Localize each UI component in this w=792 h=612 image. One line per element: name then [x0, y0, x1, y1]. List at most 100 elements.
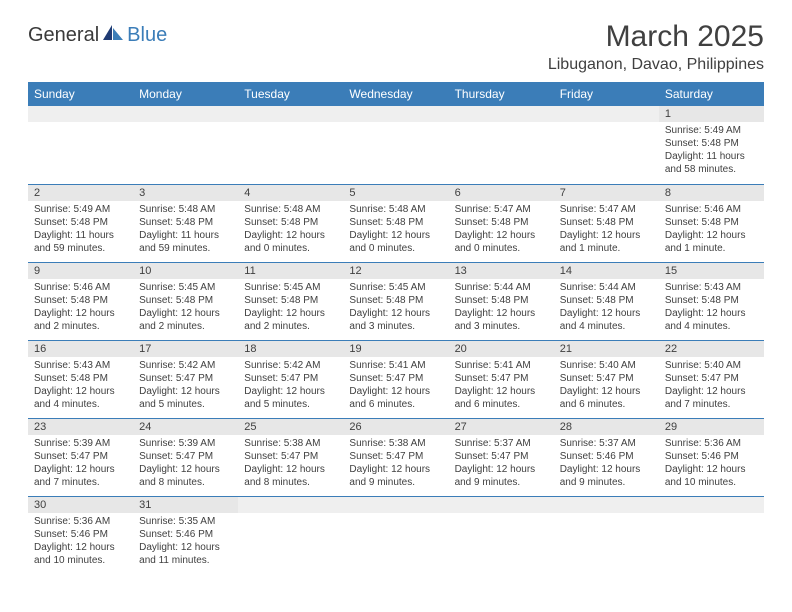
sunrise: Sunrise: 5:38 AM: [349, 437, 442, 450]
calendar-cell: 3Sunrise: 5:48 AMSunset: 5:48 PMDaylight…: [133, 184, 238, 262]
sunset: Sunset: 5:47 PM: [455, 372, 548, 385]
calendar-cell: 13Sunrise: 5:44 AMSunset: 5:48 PMDayligh…: [449, 262, 554, 340]
logo: General Blue: [28, 20, 167, 47]
day-number: 7: [554, 185, 659, 201]
calendar-cell: [659, 496, 764, 574]
daylight: Daylight: 12 hours and 1 minute.: [665, 229, 758, 255]
day-number: 2: [28, 185, 133, 201]
calendar-cell: 15Sunrise: 5:43 AMSunset: 5:48 PMDayligh…: [659, 262, 764, 340]
daylight: Daylight: 12 hours and 0 minutes.: [244, 229, 337, 255]
day-details: Sunrise: 5:43 AMSunset: 5:48 PMDaylight:…: [28, 357, 133, 413]
daylight: Daylight: 12 hours and 2 minutes.: [139, 307, 232, 333]
day-number: [449, 497, 554, 513]
day-number: 16: [28, 341, 133, 357]
daylight: Daylight: 12 hours and 6 minutes.: [455, 385, 548, 411]
daylight: Daylight: 12 hours and 5 minutes.: [139, 385, 232, 411]
logo-text-b: Blue: [127, 24, 167, 47]
sunrise: Sunrise: 5:36 AM: [665, 437, 758, 450]
calendar-cell: [238, 106, 343, 184]
day-details: Sunrise: 5:48 AMSunset: 5:48 PMDaylight:…: [343, 201, 448, 257]
calendar-cell: 27Sunrise: 5:37 AMSunset: 5:47 PMDayligh…: [449, 418, 554, 496]
sunrise: Sunrise: 5:39 AM: [34, 437, 127, 450]
daylight: Daylight: 12 hours and 7 minutes.: [665, 385, 758, 411]
sunset: Sunset: 5:46 PM: [139, 528, 232, 541]
calendar-table: SundayMondayTuesdayWednesdayThursdayFrid…: [28, 82, 764, 574]
calendar-week: 2Sunrise: 5:49 AMSunset: 5:48 PMDaylight…: [28, 184, 764, 262]
daylight: Daylight: 12 hours and 2 minutes.: [244, 307, 337, 333]
sunset: Sunset: 5:47 PM: [560, 372, 653, 385]
daylight: Daylight: 11 hours and 59 minutes.: [139, 229, 232, 255]
calendar-cell: 12Sunrise: 5:45 AMSunset: 5:48 PMDayligh…: [343, 262, 448, 340]
sunset: Sunset: 5:48 PM: [455, 294, 548, 307]
calendar-cell: 28Sunrise: 5:37 AMSunset: 5:46 PMDayligh…: [554, 418, 659, 496]
day-details: Sunrise: 5:41 AMSunset: 5:47 PMDaylight:…: [449, 357, 554, 413]
day-details: Sunrise: 5:42 AMSunset: 5:47 PMDaylight:…: [133, 357, 238, 413]
sunrise: Sunrise: 5:46 AM: [665, 203, 758, 216]
day-number: [133, 106, 238, 122]
sunrise: Sunrise: 5:43 AM: [665, 281, 758, 294]
calendar-cell: 5Sunrise: 5:48 AMSunset: 5:48 PMDaylight…: [343, 184, 448, 262]
sunset: Sunset: 5:47 PM: [139, 372, 232, 385]
calendar-cell: 6Sunrise: 5:47 AMSunset: 5:48 PMDaylight…: [449, 184, 554, 262]
weekday-header: Tuesday: [238, 82, 343, 106]
day-number: 29: [659, 419, 764, 435]
day-details: Sunrise: 5:49 AMSunset: 5:48 PMDaylight:…: [28, 201, 133, 257]
weekday-header: Monday: [133, 82, 238, 106]
sunrise: Sunrise: 5:37 AM: [560, 437, 653, 450]
day-details: Sunrise: 5:40 AMSunset: 5:47 PMDaylight:…: [554, 357, 659, 413]
sunrise: Sunrise: 5:48 AM: [244, 203, 337, 216]
day-number: [343, 497, 448, 513]
sunrise: Sunrise: 5:48 AM: [349, 203, 442, 216]
daylight: Daylight: 12 hours and 0 minutes.: [349, 229, 442, 255]
weekday-header: Thursday: [449, 82, 554, 106]
daylight: Daylight: 12 hours and 8 minutes.: [244, 463, 337, 489]
sunrise: Sunrise: 5:40 AM: [665, 359, 758, 372]
day-number: 27: [449, 419, 554, 435]
day-number: 22: [659, 341, 764, 357]
day-number: [659, 497, 764, 513]
day-details: Sunrise: 5:41 AMSunset: 5:47 PMDaylight:…: [343, 357, 448, 413]
weekday-header: Wednesday: [343, 82, 448, 106]
daylight: Daylight: 12 hours and 9 minutes.: [455, 463, 548, 489]
day-number: 18: [238, 341, 343, 357]
day-details: Sunrise: 5:45 AMSunset: 5:48 PMDaylight:…: [238, 279, 343, 335]
day-number: 12: [343, 263, 448, 279]
calendar-cell: [343, 106, 448, 184]
sunset: Sunset: 5:48 PM: [665, 216, 758, 229]
calendar-cell: [449, 106, 554, 184]
location: Libuganon, Davao, Philippines: [548, 56, 764, 74]
calendar-cell: [554, 496, 659, 574]
day-details: Sunrise: 5:45 AMSunset: 5:48 PMDaylight:…: [133, 279, 238, 335]
sunrise: Sunrise: 5:37 AM: [455, 437, 548, 450]
day-number: 24: [133, 419, 238, 435]
calendar-week: 30Sunrise: 5:36 AMSunset: 5:46 PMDayligh…: [28, 496, 764, 574]
day-details: Sunrise: 5:37 AMSunset: 5:46 PMDaylight:…: [554, 435, 659, 491]
sunrise: Sunrise: 5:45 AM: [139, 281, 232, 294]
calendar-cell: 4Sunrise: 5:48 AMSunset: 5:48 PMDaylight…: [238, 184, 343, 262]
day-details: Sunrise: 5:38 AMSunset: 5:47 PMDaylight:…: [343, 435, 448, 491]
sunset: Sunset: 5:47 PM: [244, 372, 337, 385]
day-number: 21: [554, 341, 659, 357]
day-number: 1: [659, 106, 764, 122]
day-number: 6: [449, 185, 554, 201]
sunset: Sunset: 5:48 PM: [665, 294, 758, 307]
sunset: Sunset: 5:48 PM: [34, 372, 127, 385]
day-number: [343, 106, 448, 122]
header: General Blue March 2025 Libuganon, Davao…: [28, 20, 764, 74]
day-number: 3: [133, 185, 238, 201]
daylight: Daylight: 12 hours and 6 minutes.: [349, 385, 442, 411]
day-details: Sunrise: 5:40 AMSunset: 5:47 PMDaylight:…: [659, 357, 764, 413]
sunset: Sunset: 5:46 PM: [34, 528, 127, 541]
sunrise: Sunrise: 5:43 AM: [34, 359, 127, 372]
day-details: Sunrise: 5:48 AMSunset: 5:48 PMDaylight:…: [133, 201, 238, 257]
daylight: Daylight: 12 hours and 4 minutes.: [34, 385, 127, 411]
day-details: Sunrise: 5:37 AMSunset: 5:47 PMDaylight:…: [449, 435, 554, 491]
day-number: 26: [343, 419, 448, 435]
sunset: Sunset: 5:47 PM: [244, 450, 337, 463]
daylight: Daylight: 12 hours and 9 minutes.: [349, 463, 442, 489]
day-details: Sunrise: 5:46 AMSunset: 5:48 PMDaylight:…: [28, 279, 133, 335]
calendar-cell: 26Sunrise: 5:38 AMSunset: 5:47 PMDayligh…: [343, 418, 448, 496]
calendar-cell: 2Sunrise: 5:49 AMSunset: 5:48 PMDaylight…: [28, 184, 133, 262]
calendar-cell: 31Sunrise: 5:35 AMSunset: 5:46 PMDayligh…: [133, 496, 238, 574]
sunset: Sunset: 5:48 PM: [139, 294, 232, 307]
